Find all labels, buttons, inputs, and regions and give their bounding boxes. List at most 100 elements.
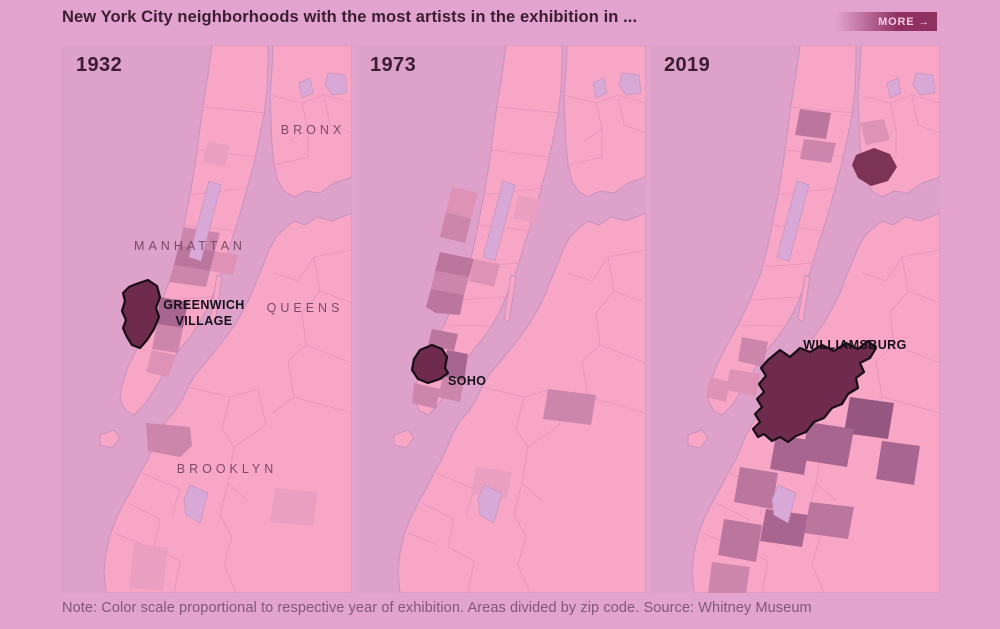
- zip-boundary: [293, 396, 352, 414]
- zip-boundary: [443, 324, 493, 327]
- bronx-park-east: [912, 72, 936, 96]
- bronx-park-east: [324, 72, 348, 96]
- zip-boundary: [617, 94, 646, 134]
- neighborhood-label-williamsburg: WILLIAMSBURG: [803, 338, 907, 352]
- zip-boundary: [269, 94, 352, 104]
- governors-island: [393, 429, 415, 449]
- area-queens-zip-73: [543, 389, 596, 425]
- williamsburg-shape: [751, 339, 878, 444]
- map-panels-row: 1932 BRONX MANHATTAN QUEENS BROOKLYN GRE…: [62, 45, 940, 593]
- central-park: [482, 180, 516, 262]
- governors-island: [99, 429, 121, 449]
- map-panel-1932: 1932 BRONX MANHATTAN QUEENS BROOKLYN GRE…: [62, 45, 352, 593]
- area-lower-east-73: [438, 376, 464, 402]
- soho-shape: [410, 343, 450, 385]
- page-title: New York City neighborhoods with the mos…: [62, 8, 638, 26]
- bronx-park-west: [886, 77, 902, 99]
- borough-label-queens: QUEENS: [266, 301, 344, 315]
- area-uws-faint: [203, 141, 230, 167]
- area-ridgewood: [876, 441, 920, 485]
- area-lower-east-side: [152, 324, 183, 353]
- zip-boundary: [893, 344, 940, 364]
- zip-boundary: [219, 482, 233, 538]
- choropleth-map-1932: [62, 45, 352, 593]
- zip-boundary: [127, 502, 161, 548]
- zip-boundary: [447, 546, 475, 593]
- zip-boundary: [233, 388, 267, 448]
- zip-boundary: [762, 262, 814, 268]
- queens-brooklyn-landmass: [397, 212, 646, 593]
- central-park: [188, 180, 222, 262]
- area-bed-stuy-faint: [270, 488, 318, 526]
- zip-boundary: [305, 344, 352, 364]
- choropleth-map-1973: [356, 45, 646, 593]
- zip-boundary: [221, 396, 235, 448]
- year-label-2019: 2019: [664, 54, 711, 76]
- zip-boundary: [323, 94, 352, 134]
- map-panel-2019: 2019 WILLIAMSBURG: [650, 45, 940, 593]
- area-mott-haven: [860, 119, 890, 145]
- zip-boundary: [811, 536, 825, 593]
- bronx-landmass: [269, 45, 352, 198]
- zip-boundary: [737, 324, 787, 327]
- zip-boundary: [861, 249, 940, 282]
- area-murray-hill: [210, 251, 238, 275]
- area-south-brooklyn: [708, 562, 750, 593]
- area-ues-faint: [513, 195, 540, 223]
- area-crown-heights: [804, 502, 854, 539]
- more-button[interactable]: MORE →: [836, 12, 937, 31]
- area-east-village-19: [738, 337, 768, 367]
- borough-label-brooklyn: BROOKLYN: [176, 462, 278, 476]
- area-hells-kitchen-73: [435, 252, 474, 277]
- governors-island: [687, 429, 709, 449]
- area-lower-east-19: [726, 369, 760, 396]
- area-clinton-hill: [770, 435, 810, 475]
- area-gowanus: [734, 467, 778, 509]
- area-uws-south: [440, 212, 471, 243]
- bronx-park-west: [298, 77, 314, 99]
- zip-boundary: [613, 290, 646, 304]
- neighborhood-label-greenwich-village: GREENWICH VILLAGE: [163, 297, 244, 329]
- borough-label-bronx: BRONX: [280, 123, 346, 137]
- roosevelt-island: [503, 274, 517, 323]
- bronx-park-east: [618, 72, 642, 96]
- area-east-village-73: [443, 350, 468, 381]
- borough-label-manhattan: MANHATTAN: [134, 239, 246, 253]
- area-west-village: [426, 289, 464, 315]
- zip-boundary: [407, 532, 439, 546]
- area-bed-stuy: [802, 422, 854, 467]
- zip-boundary: [515, 396, 529, 448]
- area-tribeca: [412, 383, 440, 409]
- zip-boundary: [567, 129, 603, 166]
- zip-boundary: [223, 536, 237, 593]
- zip-boundary: [581, 256, 615, 362]
- area-sunset-faint: [129, 543, 168, 591]
- bronx-landmass: [563, 45, 646, 198]
- area-les-south: [146, 350, 176, 377]
- area-bronx-zip: [852, 148, 897, 186]
- area-chelsea-73: [431, 271, 469, 295]
- zip-boundary: [513, 482, 527, 538]
- zip-boundary: [563, 94, 646, 104]
- neighborhood-label-soho: SOHO: [448, 374, 487, 388]
- zip-boundary: [202, 106, 267, 114]
- zip-boundary: [273, 129, 309, 166]
- zip-boundary: [881, 396, 940, 414]
- zip-boundary: [599, 344, 646, 364]
- area-harlem-north: [795, 109, 831, 139]
- area-financial-faint: [706, 377, 730, 402]
- area-bushwick: [844, 397, 894, 439]
- zip-boundary: [113, 532, 145, 546]
- zip-boundary: [183, 224, 239, 232]
- year-label-1932: 1932: [76, 54, 123, 76]
- area-west-14th: [169, 265, 210, 287]
- zip-boundary: [587, 396, 646, 414]
- year-label-1973: 1973: [370, 54, 417, 76]
- roosevelt-island: [209, 274, 223, 323]
- prospect-park: [183, 484, 209, 524]
- note-text: Note: Color scale proportional to respec…: [62, 600, 812, 616]
- area-east-village: [157, 297, 188, 328]
- zip-boundary: [790, 106, 855, 114]
- zip-boundary: [455, 296, 507, 301]
